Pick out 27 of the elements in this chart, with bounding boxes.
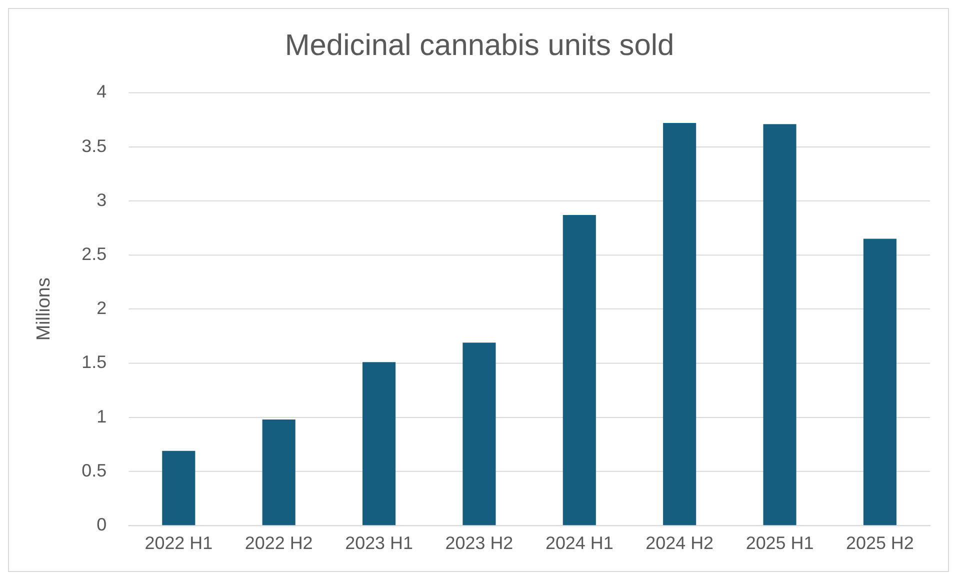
x-tick-label: 2025 H2 bbox=[846, 533, 914, 554]
x-tick-label: 2024 H2 bbox=[646, 533, 714, 554]
bar bbox=[863, 238, 896, 526]
bar bbox=[663, 123, 696, 526]
y-tick-label: 2 bbox=[96, 298, 107, 318]
bar bbox=[763, 124, 796, 526]
y-tick-label: 3 bbox=[96, 190, 107, 210]
y-tick-label: 1 bbox=[96, 406, 107, 426]
y-tick-label: 0 bbox=[96, 514, 107, 535]
y-tick-label: 2.5 bbox=[82, 244, 107, 264]
x-tick-label: 2022 H1 bbox=[144, 533, 213, 554]
bar bbox=[562, 214, 596, 526]
x-tick-label: 2022 H2 bbox=[244, 533, 313, 554]
bar bbox=[462, 342, 496, 526]
chart-title: Medicinal cannabis units sold bbox=[284, 29, 674, 62]
y-tick-label: 1.5 bbox=[82, 352, 107, 372]
bar bbox=[262, 420, 296, 526]
x-tick-label: 2024 H1 bbox=[545, 533, 614, 554]
bar bbox=[362, 362, 396, 526]
y-tick-label: 3.5 bbox=[82, 136, 107, 156]
x-tick-label: 2025 H1 bbox=[746, 533, 814, 554]
x-tick-label: 2023 H1 bbox=[345, 533, 413, 554]
x-tick-label: 2023 H2 bbox=[445, 533, 514, 554]
y-axis-title: Millions bbox=[34, 278, 55, 341]
y-tick-label: 4 bbox=[96, 82, 107, 102]
bar bbox=[162, 450, 196, 526]
y-tick-label: 0.5 bbox=[82, 460, 107, 480]
